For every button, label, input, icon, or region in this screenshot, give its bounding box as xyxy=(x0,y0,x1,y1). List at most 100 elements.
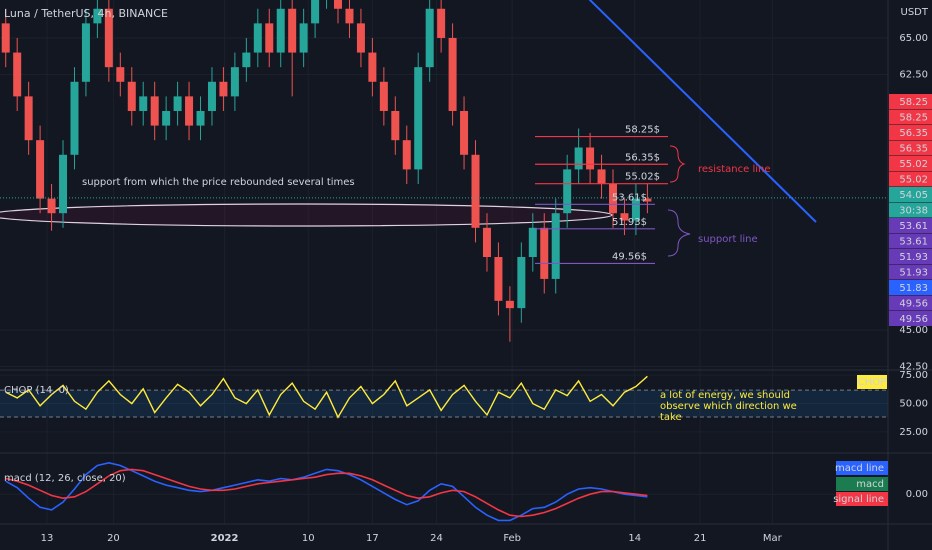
price-axis-label xyxy=(889,311,932,326)
indicator-line xyxy=(5,375,648,419)
candle-body xyxy=(379,81,388,111)
candle-body xyxy=(597,169,606,184)
price-axis-label xyxy=(889,94,932,109)
y-tick-label: 62.50 xyxy=(899,69,928,80)
price-axis-text: 51.93 xyxy=(899,268,928,279)
y-tick-label: 65.00 xyxy=(899,33,928,44)
candle-body xyxy=(219,81,228,97)
candle-body xyxy=(482,227,491,258)
candle-body xyxy=(288,8,297,53)
candle-body xyxy=(196,110,205,126)
candle-body xyxy=(425,8,434,68)
y-tick-label: 50.00 xyxy=(899,399,928,410)
price-axis-label xyxy=(889,249,932,264)
y-tick-label: 25.00 xyxy=(899,427,928,438)
level-label: 58.25$ xyxy=(625,125,660,136)
candle-body xyxy=(173,96,182,111)
x-tick-label: 14 xyxy=(628,533,641,544)
support-zone xyxy=(0,203,613,227)
candle-body xyxy=(643,198,652,202)
candle-body xyxy=(116,67,125,82)
y-tick-label: 45.00 xyxy=(899,325,928,336)
x-tick-label: 17 xyxy=(366,533,379,544)
candle-body xyxy=(230,67,239,97)
price-axis-label xyxy=(889,156,932,171)
candle-body xyxy=(574,147,583,170)
x-tick-label: 24 xyxy=(430,533,443,544)
candle-body xyxy=(368,52,377,82)
annotation: a lot of energy, we should observe which… xyxy=(660,390,797,423)
candle-body xyxy=(253,23,262,53)
price-axis-label xyxy=(889,140,932,156)
price-axis-text: 55.02 xyxy=(899,175,928,186)
candle-body xyxy=(551,213,560,279)
candle-body xyxy=(36,140,45,199)
legend-box xyxy=(836,461,888,475)
candle-body xyxy=(356,23,365,53)
indicator-line xyxy=(5,461,648,522)
candle-body xyxy=(528,227,537,258)
candle-body xyxy=(207,81,216,111)
legend-box xyxy=(857,375,887,389)
annotation: resistance line xyxy=(698,164,771,175)
price-axis-text: 30:38 xyxy=(899,206,928,217)
candle-body xyxy=(494,257,503,301)
x-tick-label: 2022 xyxy=(211,533,239,544)
price-axis-label xyxy=(889,218,932,233)
candle-body xyxy=(242,52,251,68)
x-tick-label: Mar xyxy=(763,533,783,544)
indicator-line xyxy=(5,468,648,518)
price-axis-text: 49.56 xyxy=(899,299,928,310)
candle-body xyxy=(311,0,320,24)
candle-body xyxy=(47,198,56,214)
candle-body xyxy=(162,110,171,126)
legend-box xyxy=(836,477,888,491)
price-axis-label xyxy=(889,109,932,125)
price-axis-text: 55.02 xyxy=(899,159,928,170)
candle-body xyxy=(299,23,308,53)
candle-body xyxy=(391,110,400,141)
candle-body xyxy=(139,96,148,111)
price-axis-text: 51.93 xyxy=(899,252,928,263)
price-axis-text: 58.25 xyxy=(899,97,928,108)
indicator-title: macd (12, 26, close, 20) xyxy=(4,473,126,484)
candle-body xyxy=(437,8,446,38)
candle-body xyxy=(620,213,629,221)
price-axis-text: 56.35 xyxy=(899,128,928,139)
candle-body xyxy=(505,300,514,309)
candle-body xyxy=(540,227,549,279)
level-label: 55.02$ xyxy=(625,172,660,183)
candle-body xyxy=(448,37,457,111)
candle-body xyxy=(24,96,33,141)
annotation: support line xyxy=(698,234,758,245)
candle-body xyxy=(150,96,159,126)
legend-label: CHOP xyxy=(858,377,886,388)
legend-label: macd line xyxy=(835,463,884,474)
level-label: 53.61$ xyxy=(612,192,647,203)
resistance-bracket xyxy=(669,145,686,183)
chart-title: Luna / TetherUS, 4h, BINANCE xyxy=(4,7,168,20)
candle-body xyxy=(127,81,136,111)
indicator-title: CHOP (14, 0) xyxy=(4,385,69,396)
price-axis-label xyxy=(889,295,932,311)
candle-body xyxy=(414,67,423,170)
candle-body xyxy=(81,23,90,82)
legend-label: signal line xyxy=(833,494,884,505)
price-axis-label xyxy=(889,187,932,202)
annotation: support from which the price rebounded s… xyxy=(82,177,355,188)
price-axis-label xyxy=(889,202,932,218)
y-tick-label: 0.00 xyxy=(906,489,928,500)
trend-line xyxy=(588,0,817,223)
candle-body xyxy=(563,169,572,214)
candle-body xyxy=(631,198,640,221)
support-bracket xyxy=(667,209,691,257)
price-axis-label xyxy=(889,125,932,140)
price-axis-label xyxy=(889,171,932,187)
price-axis-text: 54.05 xyxy=(899,190,928,201)
legend-box xyxy=(836,492,888,506)
price-axis-text: 53.61 xyxy=(899,221,928,232)
x-tick-label: 21 xyxy=(694,533,707,544)
